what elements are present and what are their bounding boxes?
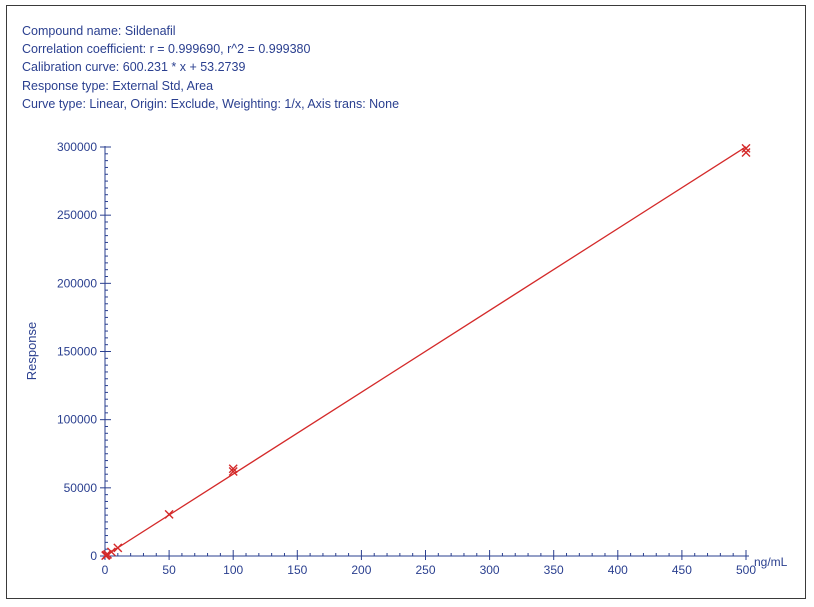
x-tick-label: 250 [415, 563, 435, 577]
x-tick-label: 300 [480, 563, 500, 577]
data-point [228, 464, 238, 474]
data-point [741, 147, 751, 157]
x-tick-label: 500 [736, 563, 756, 577]
data-points [101, 143, 751, 561]
x-tick-label: 200 [351, 563, 371, 577]
y-tick-label: 100000 [57, 413, 97, 427]
x-tick-label: 50 [162, 563, 176, 577]
response-type: Response type: External Std, Area [22, 78, 214, 93]
x-tick-label: 100 [223, 563, 243, 577]
y-tick-label: 0 [90, 549, 97, 563]
data-point [106, 547, 116, 557]
data-point-stroke [228, 466, 238, 476]
x-axis-label: ng/mL [754, 555, 788, 569]
curve-type: Curve type: Linear, Origin: Exclude, Wei… [22, 96, 400, 111]
chart-frame [6, 5, 806, 599]
calibration-header: Compound name: Sildenafil Correlation co… [22, 22, 399, 113]
y-axis-label: Response [24, 322, 39, 381]
data-point [164, 509, 174, 519]
x-tick-label: 400 [608, 563, 628, 577]
data-point-stroke [228, 464, 238, 474]
y-tick-label: 50000 [64, 481, 98, 495]
x-tick-label: 0 [102, 563, 109, 577]
y-tick-label: 150000 [57, 345, 97, 359]
compound-name: Compound name: Sildenafil [22, 24, 176, 38]
calibration-curve: Calibration curve: 600.231 * x + 53.2739 [22, 60, 246, 75]
y-tick-label: 250000 [57, 208, 97, 222]
data-point [228, 466, 238, 476]
correlation-coefficient: Correlation coefficient: r = 0.999690, r… [22, 42, 311, 57]
x-tick-label: 450 [672, 563, 692, 577]
y-tick-label: 200000 [57, 276, 97, 290]
fit-line [104, 146, 747, 557]
data-point-stroke [113, 543, 123, 553]
x-tick-label: 150 [287, 563, 307, 577]
x-tick-label: 350 [544, 563, 564, 577]
data-point-stroke [741, 147, 751, 157]
data-point [113, 543, 123, 553]
ticks: 0 50000 100000 150000 200000 250000 300000 0 50 1… [57, 140, 756, 577]
data-point-stroke [164, 509, 174, 519]
data-point-stroke [106, 547, 116, 557]
data-point-stroke [741, 143, 751, 153]
data-point [741, 143, 751, 153]
y-tick-label: 300000 [57, 140, 97, 154]
fit-line-group [104, 146, 747, 557]
